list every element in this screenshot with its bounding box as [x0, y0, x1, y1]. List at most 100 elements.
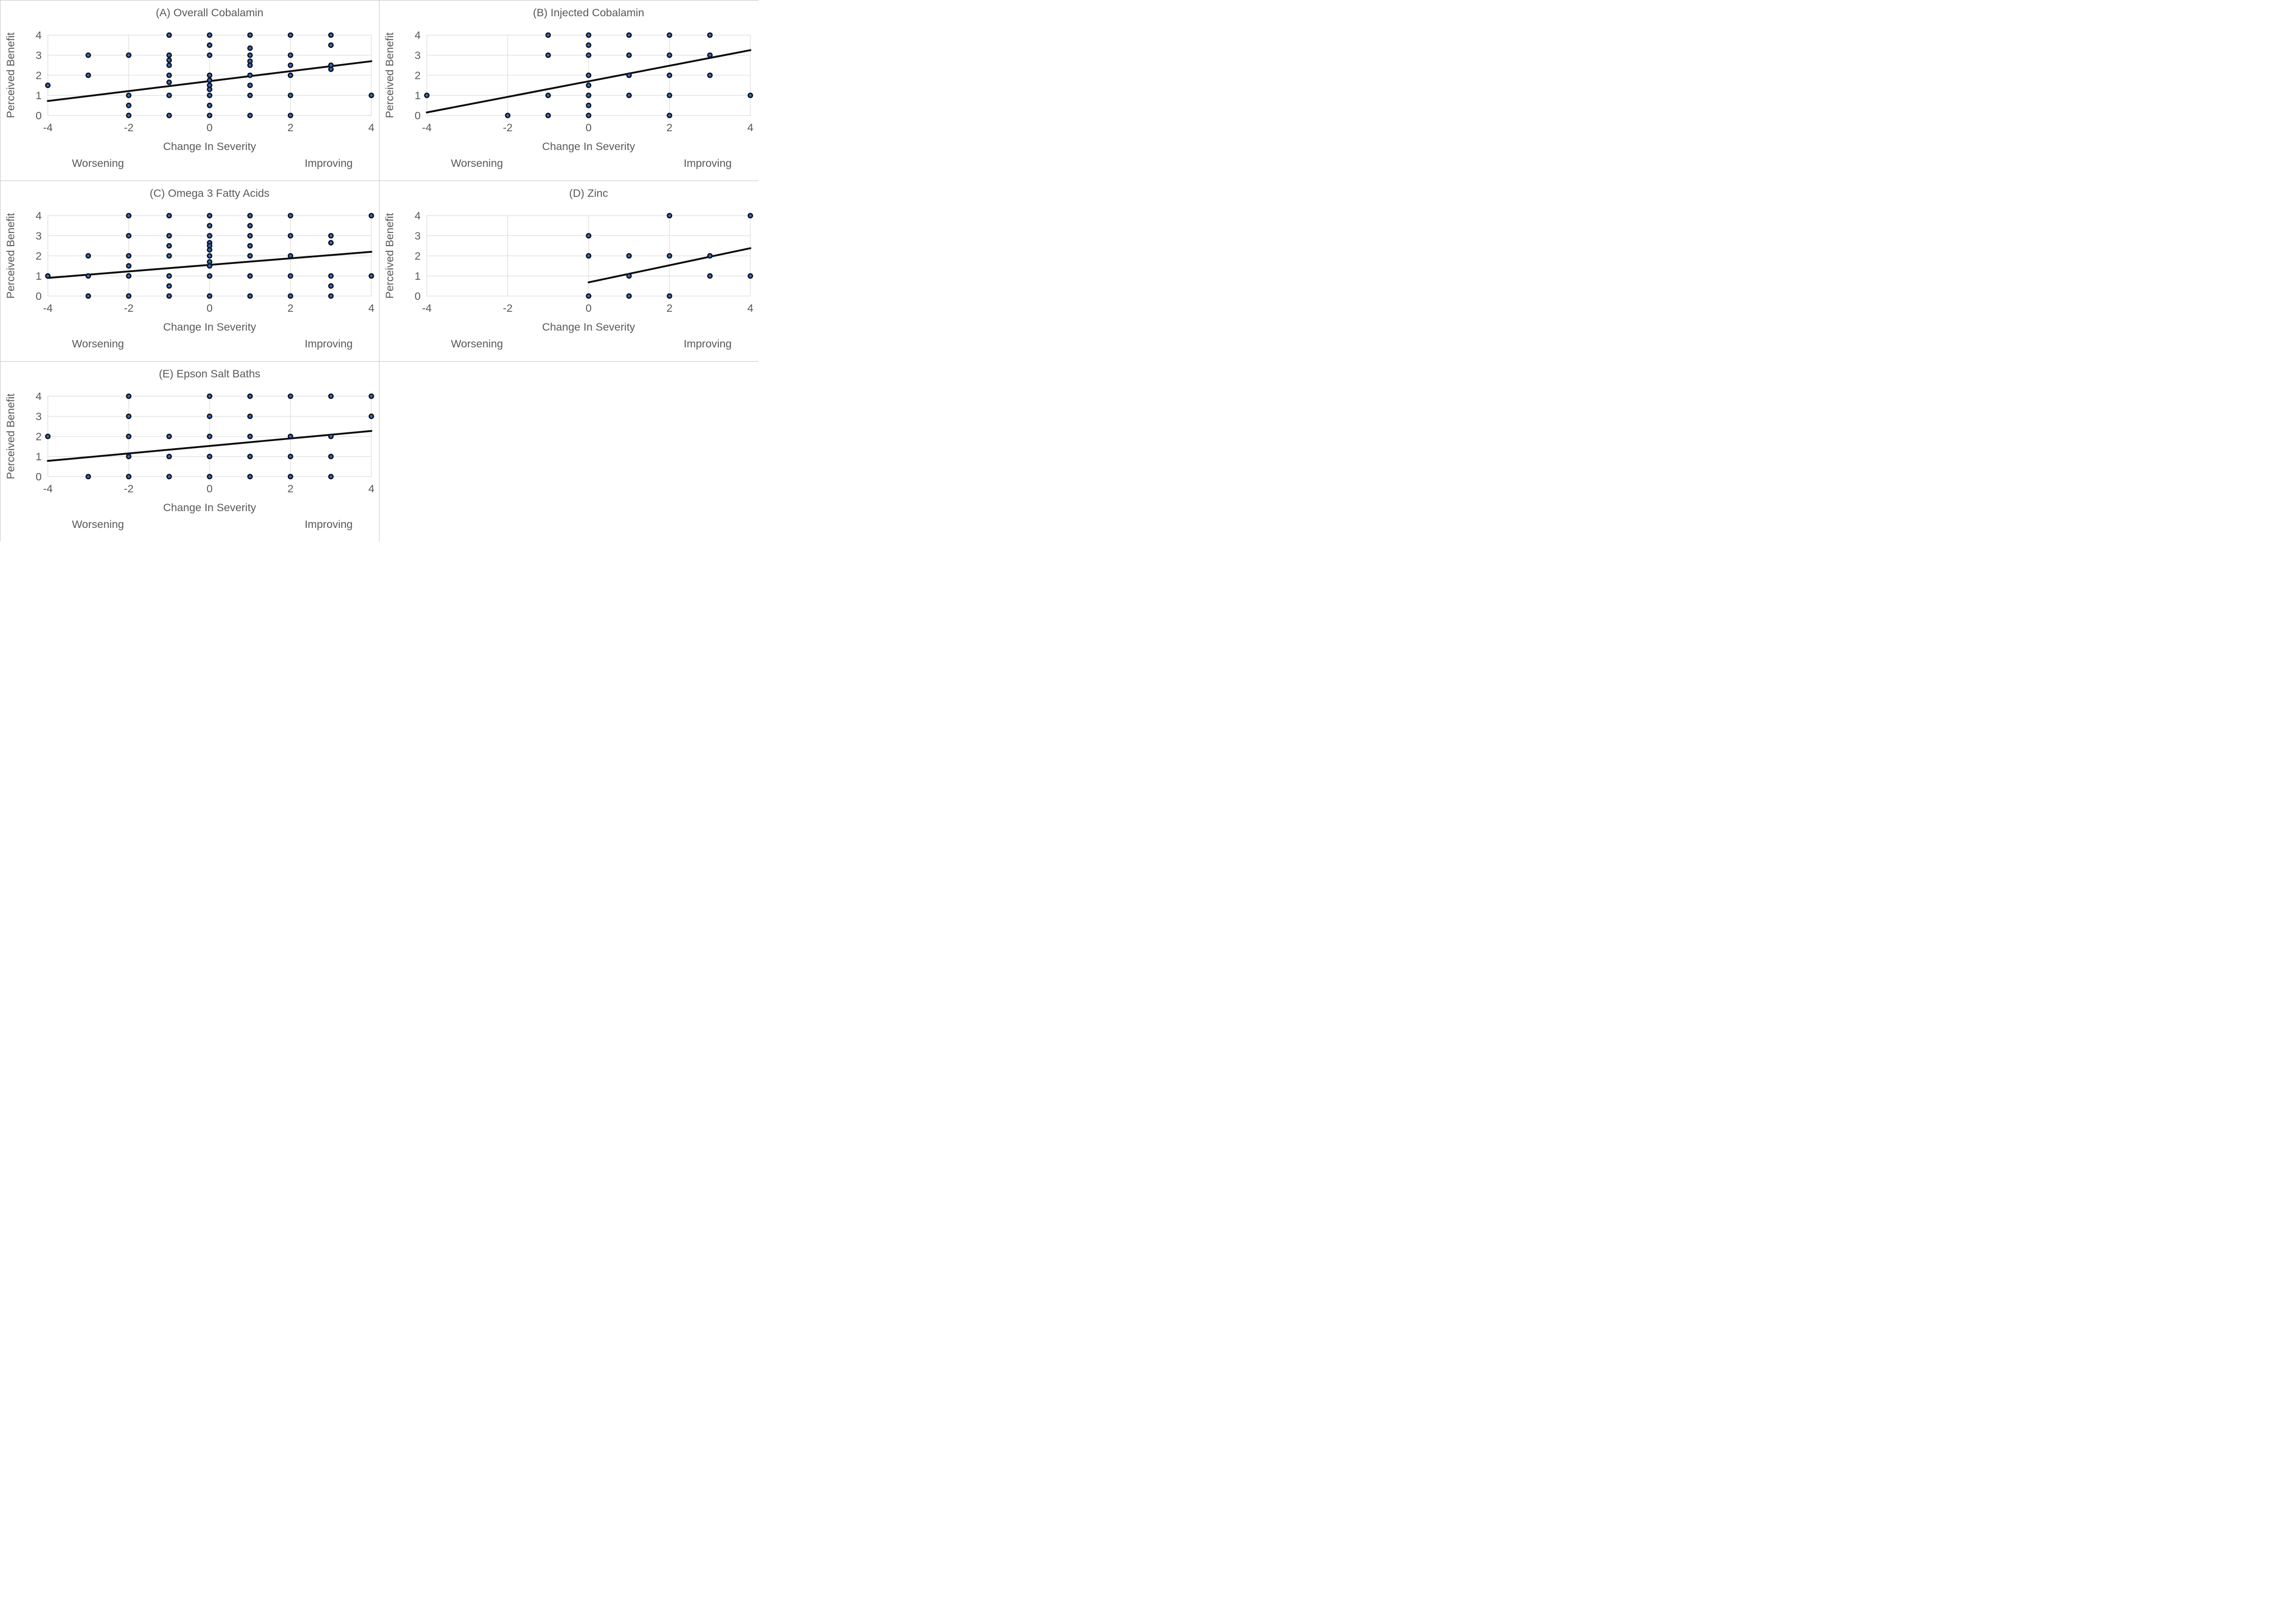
data-point — [707, 273, 713, 279]
y-tick-label: 2 — [415, 250, 421, 262]
y-tick-label: 4 — [36, 29, 42, 42]
x-tick-label: -4 — [422, 302, 431, 314]
annotation-worsening: Worsening — [72, 518, 124, 530]
x-tick-label: -4 — [43, 122, 52, 134]
data-point — [707, 32, 713, 38]
data-point — [126, 112, 132, 119]
data-point — [287, 273, 294, 279]
data-point — [287, 93, 294, 98]
data-point — [747, 93, 753, 98]
data-point — [207, 474, 213, 480]
data-point — [126, 253, 132, 259]
annotation-improving: Improving — [684, 157, 732, 169]
data-point — [545, 93, 551, 98]
data-point — [166, 454, 172, 459]
x-tick-label: -2 — [124, 302, 133, 314]
data-point — [166, 112, 172, 119]
y-tick-label: 0 — [415, 110, 421, 122]
y-tick-label: 4 — [415, 29, 421, 42]
y-axis-label: Perceived Benefit — [5, 213, 17, 299]
x-tick-label: -2 — [503, 122, 512, 134]
data-point — [424, 93, 430, 98]
data-point — [126, 414, 132, 419]
data-point — [707, 253, 713, 259]
chart-panel-b: (B) Injected Cobalamin 0 1 2 3 4 -4 -2 0 2 4 Percei… — [380, 1, 759, 181]
data-point — [126, 263, 132, 269]
data-point — [247, 233, 253, 239]
data-point — [707, 52, 713, 58]
x-tick-label: 0 — [586, 122, 592, 134]
data-point — [545, 112, 551, 119]
data-point — [666, 293, 673, 299]
data-point — [207, 86, 213, 93]
y-tick-label: 2 — [36, 431, 42, 443]
trend-line — [47, 430, 372, 462]
data-point — [166, 93, 172, 98]
data-point — [207, 52, 213, 58]
x-tick-label: 4 — [368, 122, 374, 134]
annotation-improving: Improving — [684, 338, 732, 350]
data-point — [287, 454, 294, 459]
scatter-plot-a: (A) Overall Cobalamin 0 1 2 3 4 -4 -2 0 2 4 Perceiv… — [5, 7, 374, 169]
data-point — [85, 273, 91, 279]
x-tick-label: 0 — [586, 302, 592, 314]
data-point — [328, 32, 334, 38]
data-point — [666, 72, 673, 78]
data-point — [287, 32, 294, 38]
data-point — [126, 433, 132, 439]
data-point — [247, 45, 253, 51]
data-point — [287, 474, 294, 480]
y-tick-label: 2 — [415, 70, 421, 82]
data-point — [328, 454, 334, 459]
x-tick-label: -4 — [422, 122, 431, 134]
data-point — [586, 52, 592, 58]
x-tick-label: 2 — [666, 302, 673, 314]
y-tick-label: 2 — [36, 250, 42, 262]
data-point — [126, 52, 132, 58]
data-point — [126, 93, 132, 98]
y-tick-label: 4 — [36, 210, 42, 222]
data-point — [287, 233, 294, 239]
data-point — [328, 283, 334, 289]
data-point — [626, 93, 632, 98]
data-point — [247, 82, 253, 88]
data-point — [287, 52, 294, 58]
data-point — [287, 72, 294, 78]
data-point — [328, 42, 334, 48]
y-tick-label: 1 — [415, 90, 421, 102]
data-point — [666, 32, 673, 38]
panel-title: (D) Zinc — [569, 187, 608, 199]
y-tick-label: 1 — [415, 270, 421, 282]
x-tick-label: -2 — [503, 302, 512, 314]
data-point — [45, 273, 51, 279]
x-tick-label: -2 — [124, 483, 133, 495]
data-point — [166, 79, 172, 85]
chart-panel-c: (C) Omega 3 Fatty Acids 0 1 2 3 4 -4 -2 0 2 4 Perce… — [1, 181, 380, 362]
y-axis-label: Perceived Benefit — [384, 33, 396, 119]
x-tick-label: -2 — [124, 122, 133, 134]
data-point — [207, 77, 213, 83]
data-point — [45, 82, 51, 88]
data-point — [545, 32, 551, 38]
x-axis-label: Change In Severity — [542, 140, 635, 153]
data-point — [207, 72, 213, 78]
y-tick-label: 3 — [36, 410, 42, 423]
x-tick-label: 2 — [287, 122, 294, 134]
data-point — [666, 213, 673, 219]
data-point — [328, 433, 334, 439]
data-point — [126, 293, 132, 299]
data-point — [247, 213, 253, 219]
x-tick-label: 2 — [287, 302, 294, 314]
y-tick-label: 3 — [36, 49, 42, 62]
data-point — [368, 393, 374, 399]
y-tick-label: 4 — [415, 210, 421, 222]
data-point — [586, 42, 592, 48]
data-point — [586, 32, 592, 38]
empty-cell — [380, 362, 759, 542]
data-point — [166, 32, 172, 38]
data-point — [666, 253, 673, 259]
data-point — [166, 233, 172, 239]
data-point — [586, 253, 592, 259]
data-point — [247, 414, 253, 419]
x-tick-label: -4 — [43, 483, 52, 495]
